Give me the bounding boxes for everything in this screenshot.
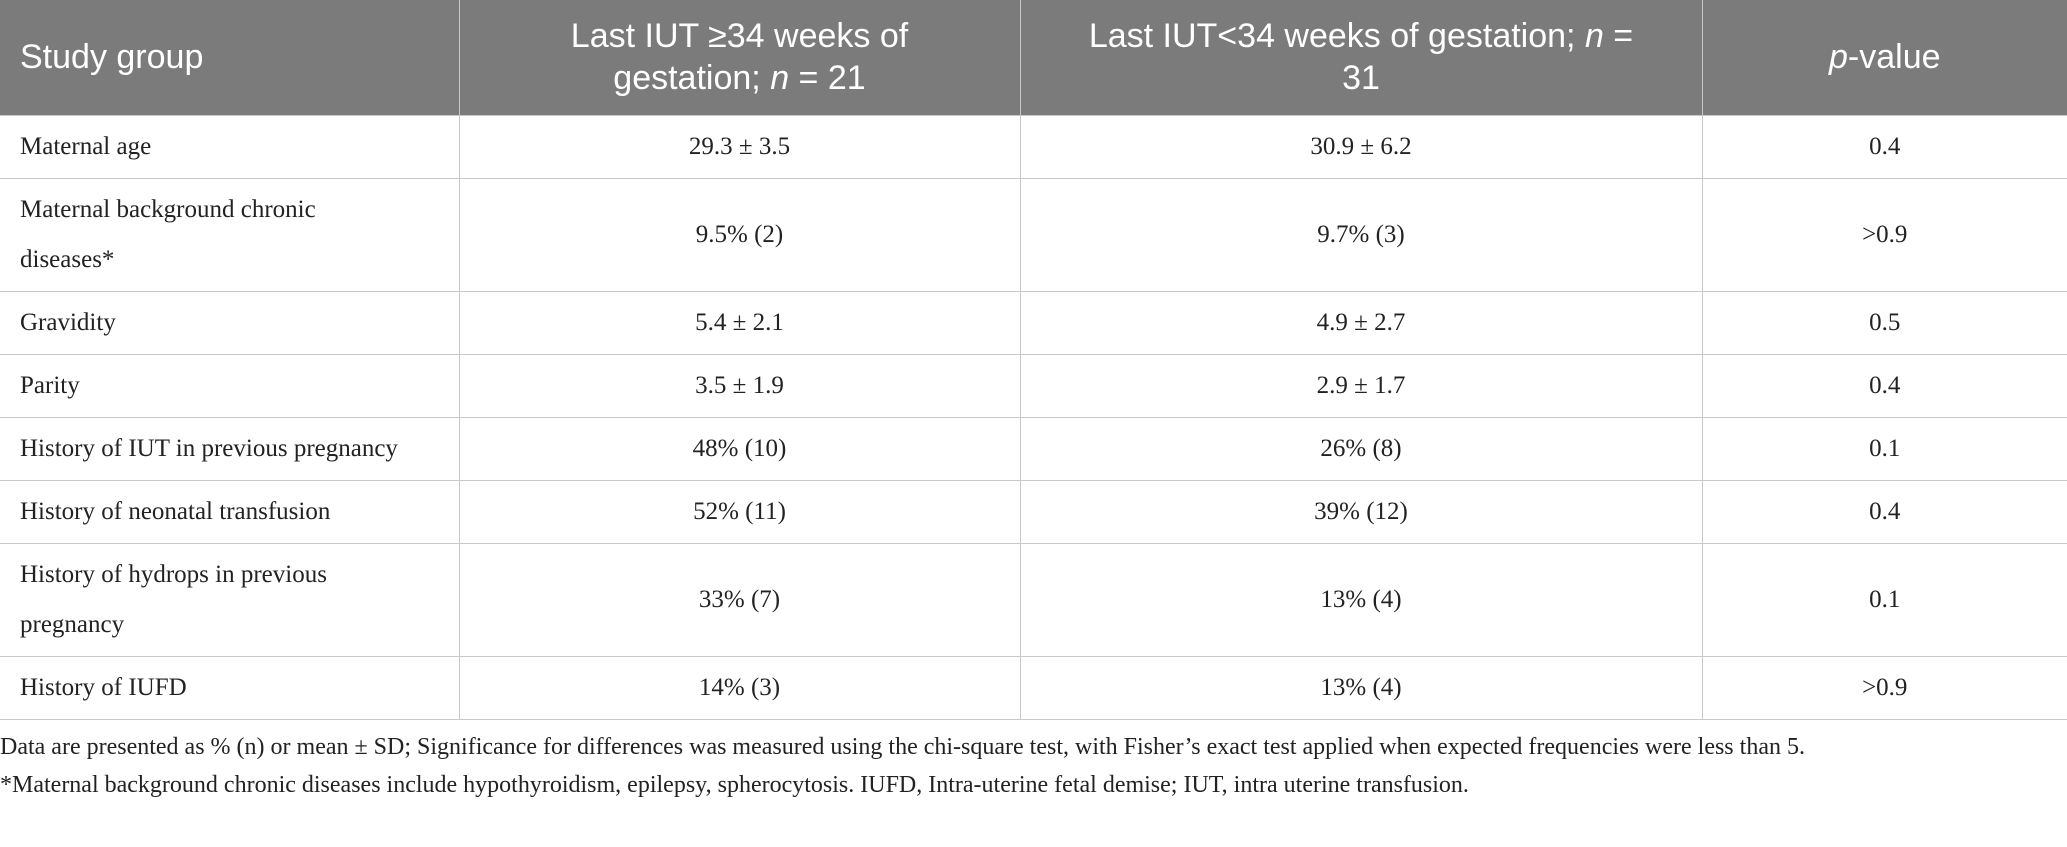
row-label: Parity — [0, 353, 460, 418]
header-text: = 31 — [1342, 17, 1634, 98]
cell: 0.5 — [1701, 290, 2067, 355]
row-label: History of hydrops in previous pregnancy — [0, 542, 460, 657]
header-cell: Last IUT ≥34 weeks of gestation; n = 21 — [458, 0, 1020, 115]
table-row: History of hydrops in previous pregnancy… — [0, 542, 2067, 657]
cell: >0.9 — [1701, 177, 2067, 292]
cell: 0.4 — [1701, 479, 2067, 544]
cell: 4.9 ± 2.7 — [1019, 290, 1703, 355]
table-row: History of IUT in previous pregnancy 48% … — [0, 416, 2067, 481]
header-text: n — [1584, 17, 1604, 56]
cell: 14% (3) — [458, 655, 1021, 720]
cell: 0.1 — [1701, 416, 2067, 481]
header-text: = 21 — [789, 59, 866, 98]
header-cell: p-value — [1701, 0, 2067, 115]
cell: 30.9 ± 6.2 — [1019, 114, 1703, 179]
cell: 52% (11) — [458, 479, 1021, 544]
header-cell: Study group — [0, 0, 459, 115]
table-row: History of IUFD 14% (3) 13% (4) >0.9 — [0, 655, 2067, 720]
footnote: *Maternal background chronic diseases in… — [0, 771, 1469, 798]
cell: 29.3 ± 3.5 — [458, 114, 1021, 179]
footnote: Data are presented as % (n) or mean ± SD… — [0, 733, 1805, 760]
cell: 0.1 — [1701, 542, 2067, 657]
header-text: Study group — [20, 38, 204, 77]
row-label: History of neonatal transfusion — [0, 479, 460, 544]
cell: 13% (4) — [1019, 655, 1703, 720]
row-label: Maternal background chronic diseases* — [0, 177, 460, 292]
cell: 3.5 ± 1.9 — [458, 353, 1021, 418]
data-table: Study group Last IUT ≥34 weeks of gestati… — [0, 0, 2067, 720]
header-text: Last IUT ≥34 weeks of gestation; — [570, 17, 909, 98]
footnotes: Data are presented as % (n) or mean ± SD… — [0, 720, 2067, 804]
cell: 0.4 — [1701, 353, 2067, 418]
row-label: History of IUT in previous pregnancy — [0, 416, 460, 481]
row-label: Gravidity — [0, 290, 460, 355]
header-row: Study group Last IUT ≥34 weeks of gestati… — [0, 0, 2067, 115]
table-row: Maternal age 29.3 ± 3.5 30.9 ± 6.2 0.4 — [0, 114, 2067, 179]
table-row: History of neonatal transfusion 52% (11) 3… — [0, 479, 2067, 544]
table-row: Gravidity 5.4 ± 2.1 4.9 ± 2.7 0.5 — [0, 290, 2067, 355]
header-text: -value — [1847, 38, 1941, 77]
table-body: Maternal age 29.3 ± 3.5 30.9 ± 6.2 0.4 Mater… — [0, 114, 2067, 720]
cell: 9.7% (3) — [1019, 177, 1703, 292]
cell: 48% (10) — [458, 416, 1021, 481]
cell: >0.9 — [1701, 655, 2067, 720]
cell: 0.4 — [1701, 114, 2067, 179]
cell: 9.5% (2) — [458, 177, 1021, 292]
cell: 2.9 ± 1.7 — [1019, 353, 1703, 418]
cell: 33% (7) — [458, 542, 1021, 657]
cell: 39% (12) — [1019, 479, 1703, 544]
table-row: Maternal background chronic diseases* 9.5… — [0, 177, 2067, 292]
header-text: Last IUT<34 weeks of gestation; — [1088, 17, 1585, 56]
header-text: n — [770, 59, 790, 98]
row-label: History of IUFD — [0, 655, 460, 720]
row-label: Maternal age — [0, 114, 460, 179]
table-row: Parity 3.5 ± 1.9 2.9 ± 1.7 0.4 — [0, 353, 2067, 418]
cell: 5.4 ± 2.1 — [458, 290, 1021, 355]
cell: 13% (4) — [1019, 542, 1703, 657]
cell: 26% (8) — [1019, 416, 1703, 481]
header-cell: Last IUT<34 weeks of gestation; n = 31 — [1019, 0, 1702, 115]
header-text: p — [1828, 38, 1848, 77]
